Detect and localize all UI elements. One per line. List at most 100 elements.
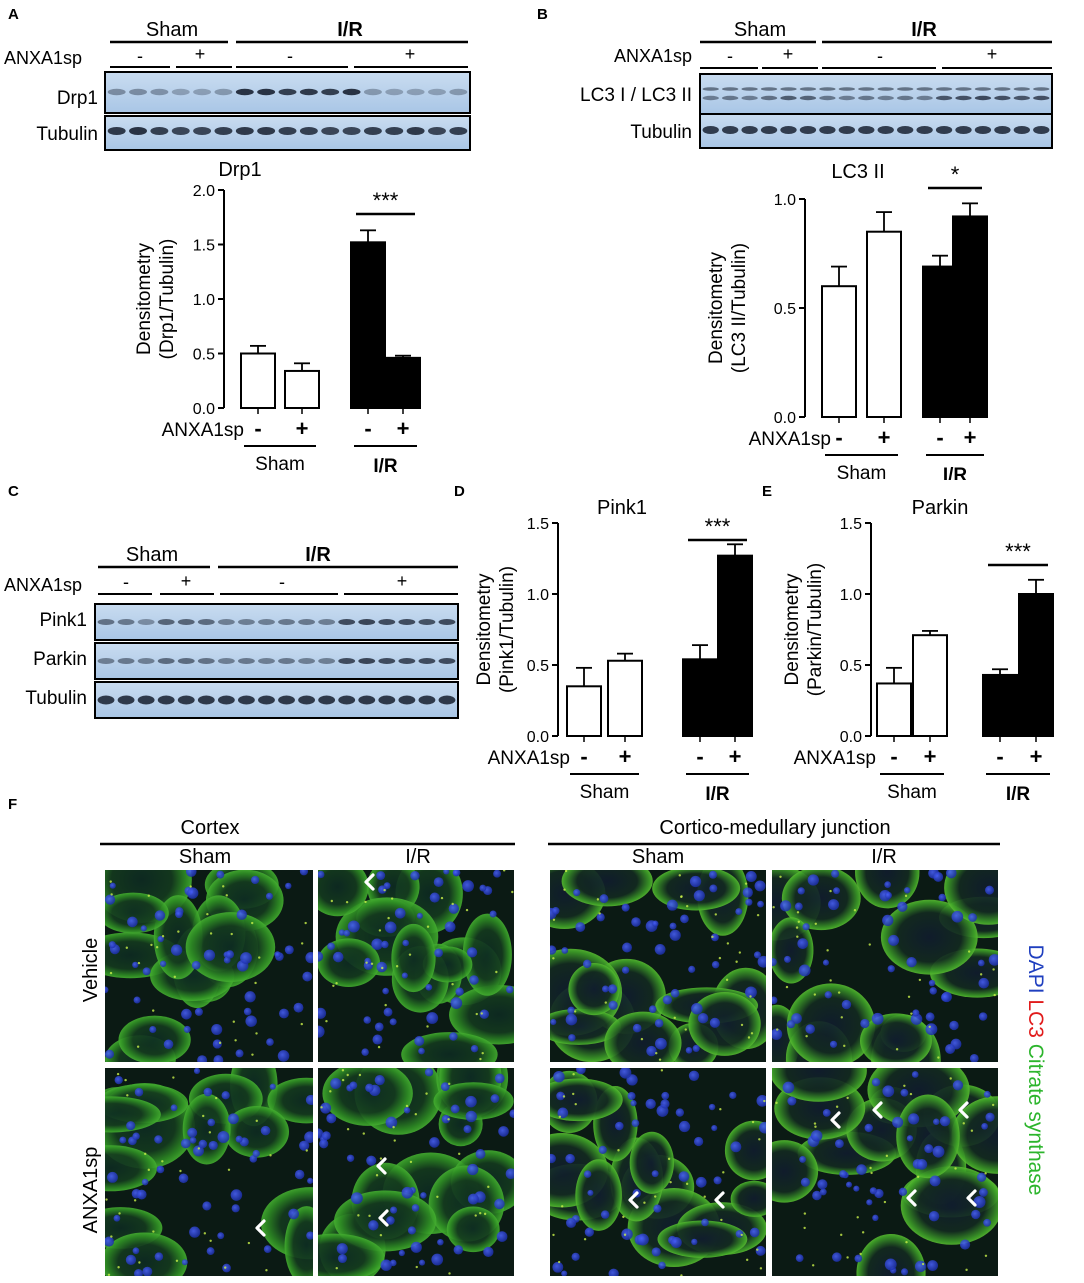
group-label-ir: I/R	[373, 456, 398, 477]
treatment-label: ANXA1sp	[749, 429, 831, 450]
blot-b-sign-3: -	[877, 46, 883, 66]
group-label-sham: Sham	[887, 782, 937, 800]
blot-c-row-tubulin: Tubulin	[25, 688, 87, 709]
blot-band	[1033, 95, 1050, 101]
blot-band	[171, 127, 190, 135]
f-col-1: Sham	[179, 846, 231, 868]
blot-band	[1033, 87, 1050, 91]
y-tick-label: 0.0	[774, 410, 796, 427]
f-row-anxa1sp: ANXA1sp	[80, 1147, 102, 1234]
blot-band	[897, 95, 914, 101]
y-tick-label: 0.5	[774, 301, 796, 318]
bar-2	[912, 634, 948, 737]
y-axis-label: Densitometry (Parkin/Tubulin)	[782, 563, 826, 696]
blot-band	[217, 619, 235, 625]
blot-band	[193, 127, 212, 135]
arrowhead-marker	[958, 1101, 969, 1119]
panel-label-f: F	[8, 796, 18, 813]
blot-band	[278, 658, 295, 664]
blot-band	[398, 658, 416, 664]
f-col-3: Sham	[632, 846, 684, 868]
blot-band	[235, 88, 254, 96]
y-tick-label: 0.5	[527, 658, 549, 675]
significance-stars: ***	[1005, 539, 1031, 564]
treatment-label: ANXA1sp	[794, 748, 876, 769]
bar-1	[566, 685, 602, 738]
blot-band	[378, 695, 396, 705]
blot-band	[449, 127, 468, 135]
micrograph-cmj-ir-anxa1sp	[772, 1068, 998, 1276]
blot-band	[237, 695, 255, 705]
blot-band	[278, 88, 297, 96]
y-tick-label: 1.5	[840, 516, 862, 533]
blot-c-strip-pink1	[94, 603, 459, 641]
blot-band	[150, 88, 169, 96]
blot-band	[877, 87, 894, 91]
blot-band	[955, 126, 972, 134]
blot-band	[363, 88, 382, 96]
blot-band	[1033, 126, 1050, 134]
chart-title: Parkin	[912, 497, 969, 519]
blot-band	[278, 619, 295, 625]
blot-band	[157, 695, 175, 705]
x-sign-label: +	[924, 744, 937, 769]
group-label-ir: I/R	[705, 784, 730, 800]
blot-c-strip-parkin	[94, 642, 459, 680]
blot-band	[994, 87, 1011, 91]
blot-c-sign-3: -	[279, 572, 285, 592]
blot-band	[428, 88, 446, 96]
f-row-vehicle: Vehicle	[80, 938, 102, 1003]
blot-band	[935, 126, 953, 134]
x-sign-label: -	[890, 744, 897, 769]
blot-band	[338, 619, 356, 625]
blot-band	[129, 88, 147, 96]
blot-band	[935, 87, 953, 91]
bar-3	[682, 658, 718, 738]
blot-band	[278, 695, 295, 705]
blot-a-group-sham: Sham	[146, 19, 198, 41]
blot-band	[321, 127, 340, 135]
blot-band	[318, 658, 336, 664]
blot-a: Sham I/R ANXA1sp - + - + Drp1 Tubulin	[4, 19, 471, 151]
chart-drp1: Drp1 Densitometry (Drp1/Tubulin) 0.0 0.5 1.0 1…	[134, 159, 421, 477]
blot-band	[916, 87, 933, 91]
blot-band	[342, 88, 361, 96]
blot-b-sign-1: -	[727, 46, 733, 66]
x-sign-label: +	[296, 416, 309, 441]
arrowhead-marker	[872, 1101, 883, 1119]
blot-band	[342, 127, 361, 135]
y-tick-label: 0.5	[840, 658, 862, 675]
blot-band	[994, 95, 1011, 101]
blot-band	[1013, 87, 1030, 91]
blot-band	[702, 87, 719, 91]
blot-band	[897, 126, 914, 134]
bar-1	[876, 682, 912, 738]
y-tick-label: 0.0	[193, 401, 215, 418]
blot-band	[838, 126, 855, 134]
panel-label-d: D	[454, 483, 465, 500]
blot-band	[438, 695, 456, 705]
blot-a-sign-4: +	[405, 44, 416, 64]
blot-band	[722, 126, 739, 134]
arrowhead-marker	[906, 1189, 917, 1207]
blot-band	[257, 88, 276, 96]
blot-band	[97, 658, 115, 664]
bar-3	[922, 265, 958, 418]
y-tick-label: 1.0	[527, 587, 549, 604]
group-label-sham: Sham	[837, 463, 887, 480]
f-col-2: I/R	[405, 846, 431, 868]
blot-band	[177, 619, 195, 625]
group-label-sham: Sham	[580, 782, 630, 800]
blot-band	[741, 95, 758, 101]
x-sign-label: +	[619, 744, 632, 769]
y-tick-label: 0.5	[193, 347, 215, 364]
f-legend: DAPI LC3 Citrate synthase	[1024, 945, 1047, 1196]
micrograph-cortex-sham-anxa1sp	[105, 1068, 313, 1276]
blot-band	[916, 95, 933, 101]
blot-b-strip-lc3	[699, 73, 1053, 115]
blot-band	[935, 95, 953, 101]
blot-band	[358, 619, 376, 625]
panel-f: Cortex Cortico-medullary junction Sham I…	[80, 817, 1047, 1276]
blot-c-sign-2: +	[181, 571, 192, 591]
blot-band	[760, 95, 778, 101]
